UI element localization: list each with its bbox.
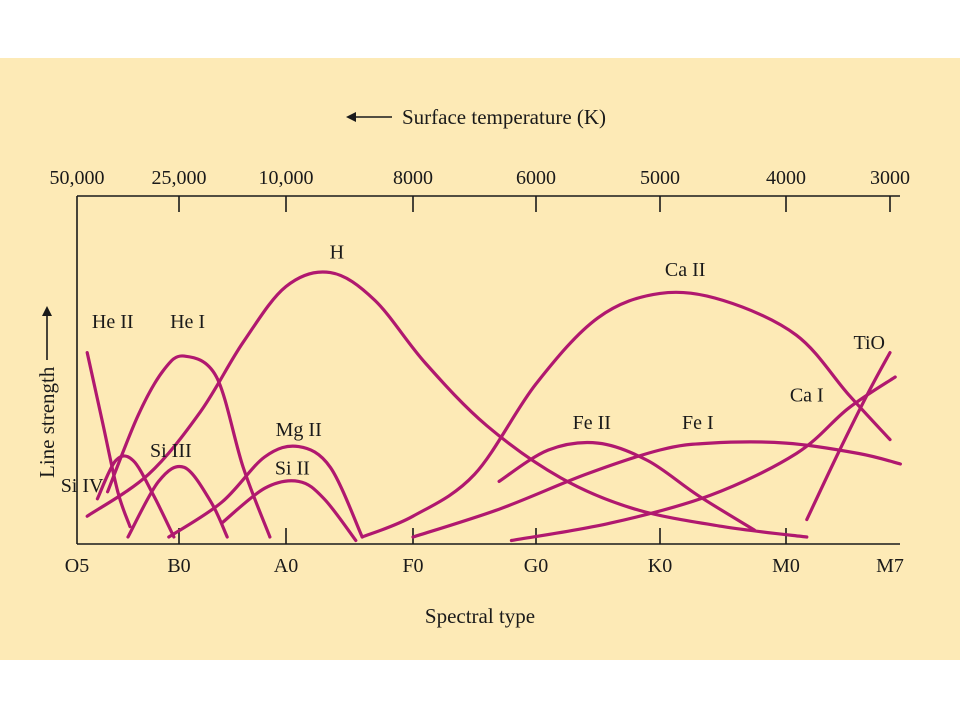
temperature-tick-label: 5000 xyxy=(640,167,680,189)
series-label-h: H xyxy=(330,242,344,264)
series-label-si-iii: Si III xyxy=(150,440,192,462)
temperature-tick-label: 50,000 xyxy=(50,167,105,189)
temperature-tick-label: 6000 xyxy=(516,167,556,189)
curve-he-ii xyxy=(85,351,132,529)
temperature-tick-label: 4000 xyxy=(766,167,806,189)
series-label-he-i: He I xyxy=(170,311,205,333)
temperature-axis-title: Surface temperature (K) xyxy=(346,105,606,129)
temperature-tick-label: 10,000 xyxy=(259,167,314,189)
temperature-tick-label: 25,000 xyxy=(152,167,207,189)
curve-h xyxy=(85,270,809,539)
curve-ca-i xyxy=(509,375,897,543)
series-label-mg-ii: Mg II xyxy=(276,419,322,441)
curve-tio xyxy=(805,351,892,522)
line-strength-axis-title: Line strength xyxy=(35,306,59,478)
left-arrow-icon xyxy=(346,112,356,122)
temperature-tick-label: 3000 xyxy=(870,167,910,189)
curve-mg-ii xyxy=(167,444,364,539)
curve-si-ii xyxy=(220,479,358,543)
curve-he-i xyxy=(106,354,272,539)
spectral-tick-label: A0 xyxy=(274,555,298,577)
series-label-fe-i: Fe I xyxy=(682,412,714,434)
series-label-si-ii: Si II xyxy=(275,457,310,479)
series-curves xyxy=(85,270,902,543)
up-arrow-icon xyxy=(42,306,52,316)
temperature-axis-label: Surface temperature (K) xyxy=(402,105,606,129)
series-label-he-ii: He II xyxy=(92,311,134,333)
curve-fe-ii xyxy=(497,440,757,532)
line-strength-chart: Surface temperature (K) 50,000 25,000 10,0… xyxy=(35,105,910,628)
chart-figure: Surface temperature (K) 50,000 25,000 10,0… xyxy=(0,58,960,660)
spectral-tick-label: B0 xyxy=(167,555,190,577)
series-label-tio: TiO xyxy=(853,332,885,354)
curve-si-iv xyxy=(95,454,176,539)
y-axis-label: Line strength xyxy=(35,366,59,478)
series-labels: He II He I H Ca II Fe II Fe I Ca I TiO Si IV Si I… xyxy=(61,242,885,497)
series-label-ca-i: Ca I xyxy=(790,384,824,406)
spectral-tick-label: M0 xyxy=(772,555,800,577)
spectral-tick-label: M7 xyxy=(876,555,904,577)
series-label-si-iv: Si IV xyxy=(61,475,104,497)
series-label-ca-ii: Ca II xyxy=(665,259,706,281)
temperature-ticks: 50,000 25,000 10,000 8000 6000 5000 4000 3000 xyxy=(50,167,910,212)
temperature-tick-label: 8000 xyxy=(393,167,433,189)
curve-fe-i xyxy=(411,440,902,539)
spectral-tick-label: O5 xyxy=(65,555,89,577)
spectral-tick-label: G0 xyxy=(524,555,548,577)
spectral-type-ticks: O5 B0 A0 F0 G0 K0 M0 M7 xyxy=(65,528,904,577)
curve-si-iii xyxy=(126,464,229,539)
x-axis-label: Spectral type xyxy=(425,604,535,628)
spectral-tick-label: F0 xyxy=(402,555,423,577)
series-label-fe-ii: Fe II xyxy=(573,412,611,434)
spectral-tick-label: K0 xyxy=(648,555,672,577)
curve-ca-ii xyxy=(360,290,892,539)
